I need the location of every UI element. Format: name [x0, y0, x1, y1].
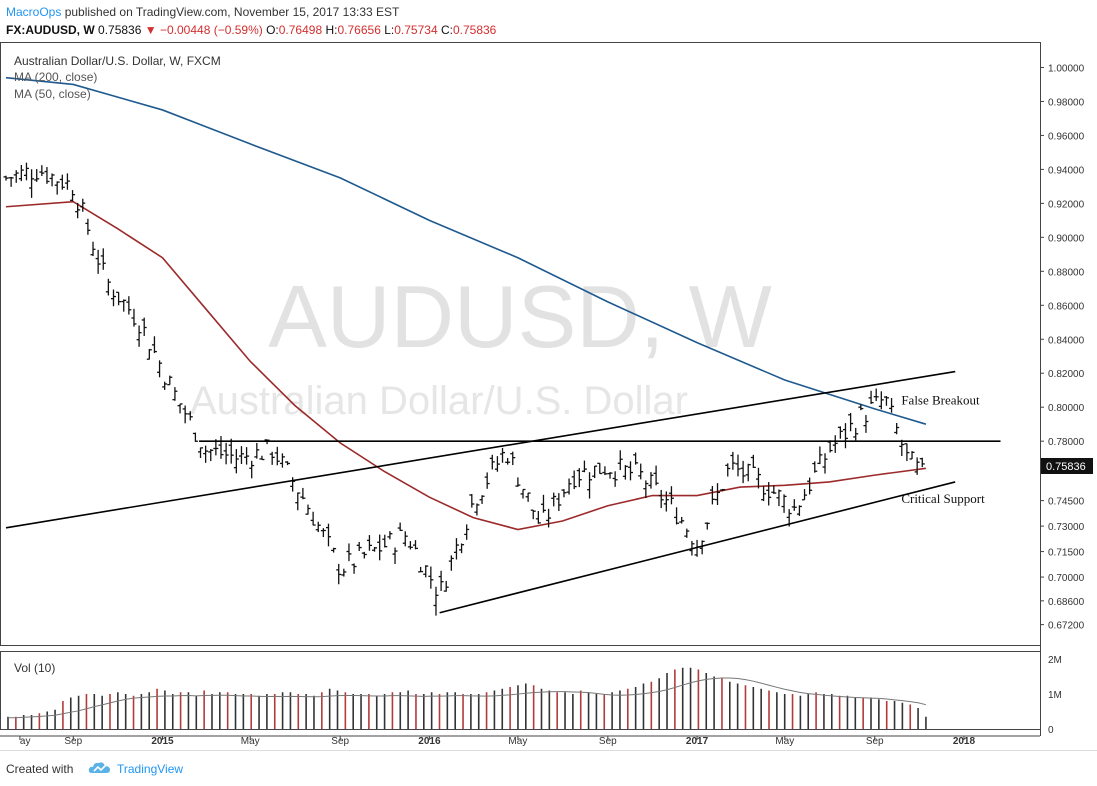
- volume-tick-label: 1M: [1048, 690, 1062, 701]
- y-tick-label: 0.80000: [1048, 403, 1085, 414]
- annotation-text: False Breakout: [901, 392, 980, 407]
- high-value: 0.76656: [337, 23, 381, 37]
- annotations: False Breakout Critical Support: [901, 392, 985, 506]
- last-price: 0.75836: [98, 23, 142, 37]
- volume-tick-label: 2M: [1048, 655, 1062, 666]
- x-tick-label: May: [775, 736, 794, 747]
- low-label: L:: [384, 23, 395, 37]
- ma-200-series: [5, 76, 927, 425]
- last-price-badge-bg: [1041, 458, 1093, 474]
- y-tick-label: 0.67200: [1048, 621, 1085, 632]
- y-tick-label: 1.00000: [1048, 63, 1085, 74]
- price-axis[interactable]: 1.00000 0.98000 0.96000 0.94000 0.92000 0.900…: [1040, 63, 1085, 736]
- volume-pane: [7, 667, 927, 729]
- chart-header: MacroOps published on TradingView.com, N…: [0, 0, 1097, 42]
- annotation-text: Critical Support: [901, 491, 985, 506]
- x-tick-label: Sep: [866, 736, 884, 747]
- open-value: 0.76498: [278, 23, 323, 37]
- symbol-label: FX:AUDUSD, W: [6, 23, 95, 37]
- x-tick-label: 2016: [418, 736, 441, 747]
- y-tick-label: 0.88000: [1048, 267, 1085, 278]
- tradingview-cloud-icon[interactable]: [88, 760, 112, 776]
- volume-average-line: [8, 677, 927, 719]
- chart-legend: Australian Dollar/U.S. Dollar, W, FXCM M…: [14, 54, 221, 675]
- trendlines[interactable]: [5, 370, 1001, 614]
- author-line: MacroOps published on TradingView.com, N…: [6, 5, 399, 19]
- ma200-legend[interactable]: MA (200, close): [14, 70, 97, 84]
- y-tick-label: 0.92000: [1048, 199, 1085, 210]
- x-tick-label: Sep: [64, 736, 82, 747]
- y-tick-label: 0.68600: [1048, 597, 1085, 608]
- x-tick-label: 2017: [686, 736, 709, 747]
- price-change: −0.00448 (−0.59%): [159, 23, 263, 37]
- volume-legend[interactable]: Vol (10): [14, 661, 55, 675]
- y-tick-label: 0.94000: [1048, 165, 1085, 176]
- y-tick-label: 0.96000: [1048, 131, 1085, 142]
- x-tick-label: May: [241, 736, 260, 747]
- high-label: H:: [325, 23, 338, 37]
- open-label: O:: [266, 23, 279, 37]
- published-text: published on TradingView.com, November 1…: [64, 5, 400, 19]
- y-tick-label: 0.86000: [1048, 301, 1085, 312]
- x-tick-label: Sep: [599, 736, 617, 747]
- tradingview-brand[interactable]: TradingView: [117, 762, 184, 776]
- price-bars: [3, 162, 925, 616]
- low-value: 0.75734: [394, 23, 438, 37]
- x-tick-label: Sep: [331, 736, 349, 747]
- trendline-upper-resistance: [5, 370, 956, 529]
- close-value: 0.75836: [452, 23, 497, 37]
- ma-200-line: [5, 76, 927, 425]
- pane-frame: [0, 42, 1041, 737]
- y-tick-label: 0.78000: [1048, 437, 1085, 448]
- y-tick-label: 0.84000: [1048, 335, 1085, 346]
- y-tick-label: 0.98000: [1048, 97, 1085, 108]
- watermark-main: AUDUSD, W: [268, 267, 772, 366]
- y-tick-label: 0.73000: [1048, 522, 1085, 533]
- quote-line: FX:AUDUSD, W 0.75836 ▼ −0.00448 (−0.59%)…: [6, 23, 496, 37]
- x-tick-label: 2018: [953, 736, 976, 747]
- symbol-watermark: AUDUSD, W Australian Dollar/U.S. Dollar: [190, 267, 772, 423]
- y-tick-label: 0.71500: [1048, 548, 1085, 559]
- volume-tick-label: 0: [1048, 725, 1054, 736]
- created-with-text: Created with: [6, 762, 74, 776]
- x-tick-label: May: [508, 736, 527, 747]
- price-chart[interactable]: AUDUSD, W Australian Dollar/U.S. Dollar …: [0, 42, 1097, 750]
- y-tick-label: 0.74500: [1048, 497, 1085, 508]
- y-tick-label: 0.82000: [1048, 369, 1085, 380]
- down-arrow-icon: ▼: [144, 23, 157, 37]
- watermark-sub: Australian Dollar/U.S. Dollar: [190, 379, 688, 423]
- last-price-badge: 0.75836: [1041, 458, 1093, 474]
- time-axis[interactable]: ay Sep 2015 May Sep 2016 May Sep 2017 May Sep 2018: [19, 736, 976, 747]
- ma-50-series: [5, 200, 927, 531]
- close-label: C:: [440, 23, 453, 37]
- x-tick-label: ay: [20, 736, 31, 747]
- ma50-legend[interactable]: MA (50, close): [14, 87, 91, 101]
- ma-50-line: [5, 200, 927, 531]
- chart-title: Australian Dollar/U.S. Dollar, W, FXCM: [14, 54, 221, 68]
- y-tick-label: 0.90000: [1048, 233, 1085, 244]
- last-price-badge-text: 0.75836: [1046, 461, 1086, 473]
- author-name[interactable]: MacroOps: [6, 5, 62, 19]
- footer: Created with TradingView: [0, 750, 1097, 786]
- trendline-lower-support: [439, 481, 956, 614]
- y-tick-label: 0.70000: [1048, 573, 1085, 584]
- x-tick-label: 2015: [151, 736, 174, 747]
